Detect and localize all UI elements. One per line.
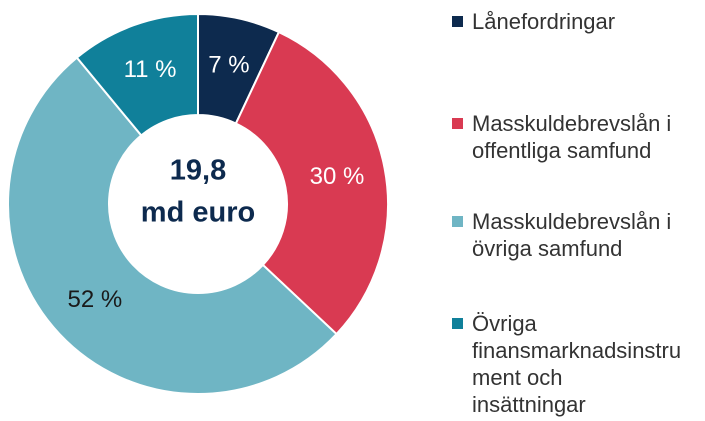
legend-label: Lånefordringar xyxy=(472,9,616,34)
data-label: 7 % xyxy=(208,51,249,78)
legend-swatch xyxy=(452,118,463,129)
legend-label: Masskuldebrevslån i offentliga samfund xyxy=(472,111,672,163)
legend-entry: Masskuldebrevslån i offentliga samfund xyxy=(452,110,682,164)
chart: 19,8 md euro 7 % 30 % 52 % 11 % xyxy=(7,12,389,395)
legend-label: Masskuldebrevslån i övriga samfund xyxy=(472,209,672,261)
data-label: 30 % xyxy=(310,163,365,190)
legend-entry: Övriga finansmarknadsinstrument och insä… xyxy=(452,310,682,418)
center-text: 19,8 xyxy=(170,155,226,187)
legend-swatch xyxy=(452,16,463,27)
slice xyxy=(7,56,338,395)
legend-label: Övriga finansmarknadsinstrument och insä… xyxy=(472,311,682,417)
legend-entry: Masskuldebrevslån i övriga samfund xyxy=(452,208,682,262)
center-text: md euro xyxy=(141,197,255,229)
slice xyxy=(75,12,199,137)
slice xyxy=(234,30,389,336)
legend-swatch xyxy=(452,318,463,329)
legend-swatch xyxy=(452,216,463,227)
data-label: 52 % xyxy=(67,286,122,313)
legend-entry: Lånefordringar xyxy=(452,8,682,35)
data-label: 11 % xyxy=(124,56,177,83)
